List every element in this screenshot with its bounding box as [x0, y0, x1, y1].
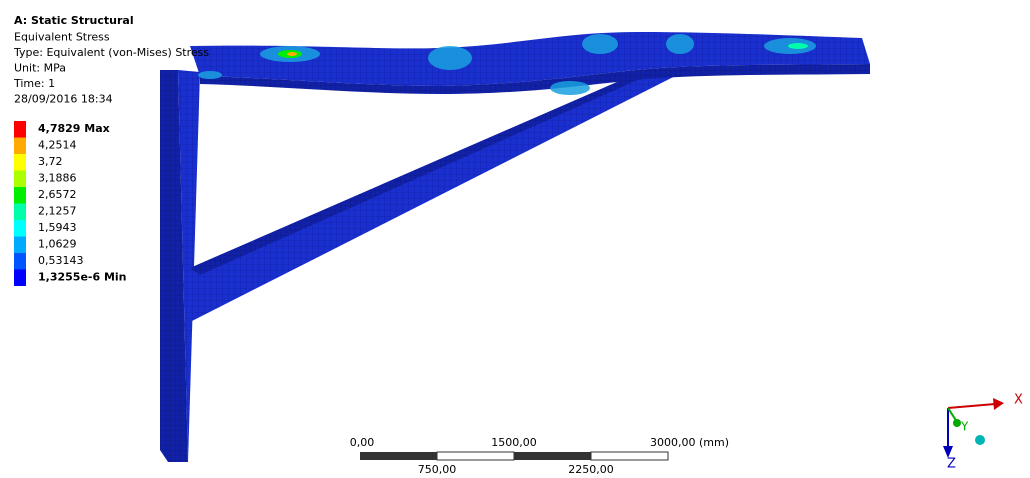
- brace: [190, 66, 695, 322]
- beam-top: [190, 32, 870, 86]
- post-side: [178, 70, 200, 462]
- legend-label: 2,1257: [38, 205, 77, 218]
- legend-swatch: [14, 121, 26, 138]
- header-line: Type: Equivalent (von-Mises) Stress: [13, 46, 209, 59]
- legend-label: 4,7829 Max: [38, 122, 110, 135]
- legend-swatch: [14, 187, 26, 204]
- brace-top: [190, 70, 660, 275]
- legend-swatch: [14, 253, 26, 270]
- scale-label: 0,00: [350, 436, 375, 449]
- legend-swatch: [14, 154, 26, 171]
- scale-label: 1500,00: [491, 436, 537, 449]
- legend-label: 3,72: [38, 155, 63, 168]
- stress-patches: [198, 34, 816, 95]
- legend-swatch: [14, 170, 26, 187]
- header-line: 28/09/2016 18:34: [14, 93, 113, 106]
- header-title: A: Static Structural: [14, 14, 134, 27]
- scale-bar: [360, 451, 669, 461]
- header-line: Unit: MPa: [14, 62, 66, 75]
- scale-label: 750,00: [418, 463, 457, 476]
- legend-label: 1,3255e-6 Min: [38, 271, 127, 284]
- scale-label: 3000,00 (mm): [650, 436, 729, 449]
- scale-label: 2250,00: [568, 463, 614, 476]
- header: Equivalent Stress Type: Equivalent (von-M…: [13, 31, 209, 106]
- axis-x: X: [1014, 393, 1023, 408]
- header-line: Equivalent Stress: [14, 31, 110, 44]
- triad: [943, 398, 1004, 458]
- model: [160, 32, 870, 462]
- legend-label: 1,5943: [38, 221, 77, 234]
- legend-swatch: [14, 203, 26, 220]
- axis-y: Y: [960, 420, 969, 434]
- legend-label: 0,53143: [38, 254, 84, 267]
- legend-label: 3,1886: [38, 172, 77, 185]
- legend-swatch: [14, 137, 26, 154]
- legend-swatch: [14, 236, 26, 253]
- hotspot: [788, 43, 808, 49]
- post-front: [160, 70, 188, 462]
- legend-label: 4,2514: [38, 139, 77, 152]
- axis-z: Z: [947, 457, 956, 472]
- legend-label: 1,0629: [38, 238, 77, 251]
- beam-front: [200, 64, 870, 94]
- header-line: Time: 1: [13, 77, 55, 90]
- legend-swatch: [14, 220, 26, 237]
- legend-swatch: [14, 269, 26, 286]
- hotspot: [287, 52, 297, 56]
- legend: 4,7829 Max 4,2514 3,72 3,1886 2,6572 2,1257 1,…: [14, 121, 127, 286]
- legend-label: 2,6572: [38, 188, 77, 201]
